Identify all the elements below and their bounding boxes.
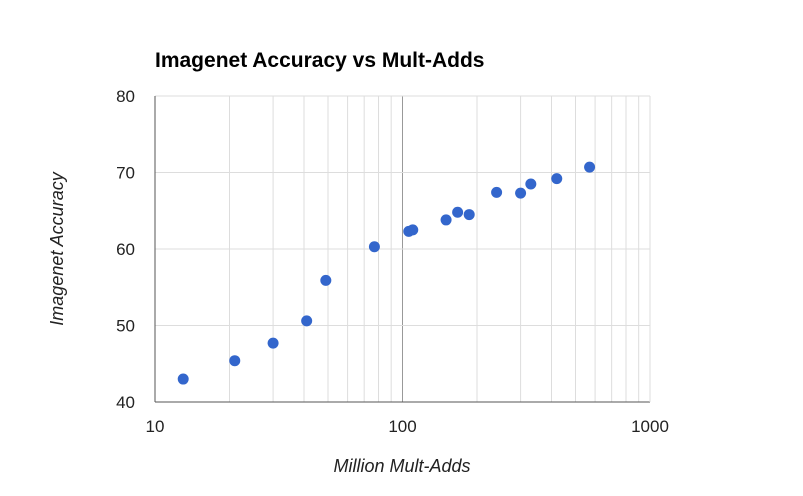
x-tick-label: 100 bbox=[388, 417, 416, 436]
data-point bbox=[440, 214, 452, 226]
x-tick-label: 1000 bbox=[631, 417, 669, 436]
x-tick-label: 10 bbox=[146, 417, 165, 436]
data-points bbox=[177, 161, 596, 385]
y-tick-label: 80 bbox=[116, 87, 135, 106]
data-point bbox=[407, 224, 419, 236]
data-point bbox=[525, 178, 537, 190]
y-tick-label: 60 bbox=[116, 240, 135, 259]
y-tick-label: 50 bbox=[116, 317, 135, 336]
data-point bbox=[320, 274, 332, 286]
data-point bbox=[229, 355, 241, 367]
data-point bbox=[301, 315, 313, 327]
data-point bbox=[452, 206, 464, 218]
y-tick-label: 70 bbox=[116, 164, 135, 183]
data-point bbox=[551, 173, 563, 185]
data-point bbox=[515, 187, 527, 199]
data-point bbox=[584, 161, 596, 173]
axes bbox=[154, 96, 651, 403]
y-tick-label: 40 bbox=[116, 393, 135, 412]
x-axis-title: Million Mult-Adds bbox=[333, 456, 470, 476]
tick-labels: 40 50 60 70 80 10 100 1000 bbox=[116, 87, 669, 436]
data-point bbox=[368, 241, 380, 253]
data-point bbox=[491, 186, 503, 198]
data-point bbox=[177, 373, 189, 385]
y-axis-title: Imagenet Accuracy bbox=[47, 171, 67, 325]
data-point bbox=[463, 209, 475, 221]
grid bbox=[155, 95, 650, 402]
data-point bbox=[267, 337, 279, 349]
chart-title: Imagenet Accuracy vs Mult-Adds bbox=[155, 49, 484, 72]
